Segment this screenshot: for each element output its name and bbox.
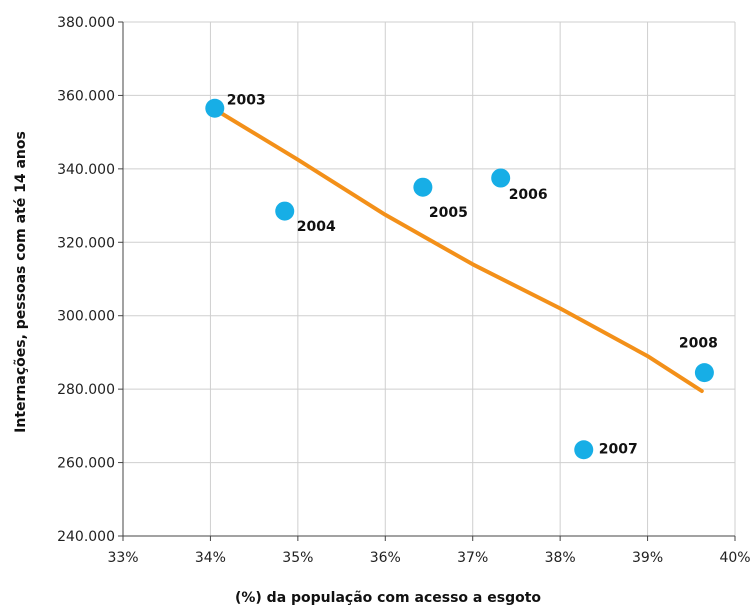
y-tick-label: 260.000 (57, 456, 115, 472)
axes (118, 21, 736, 541)
x-tick-label: 35% (282, 550, 313, 566)
x-axis-title: (%) da população com acesso a esgoto (235, 590, 541, 606)
y-tick-label: 360.000 (57, 88, 115, 104)
x-tick-label: 40% (719, 550, 750, 566)
x-tick-label: 36% (370, 550, 401, 566)
x-tick-label: 34% (195, 550, 226, 566)
x-tick-label: 37% (457, 550, 488, 566)
data-point (413, 177, 433, 197)
x-tick-label: 38% (545, 550, 576, 566)
data-point (491, 168, 511, 188)
point-label: 2006 (509, 187, 548, 203)
data-point (574, 440, 594, 460)
data-point (694, 363, 714, 383)
point-label: 2004 (297, 219, 336, 235)
point-label: 2007 (599, 442, 638, 458)
y-tick-label: 320.000 (57, 235, 115, 251)
x-tick-labels: 33% 34% 35% 36% 37% 38% 39% 40% (107, 550, 750, 566)
data-point (275, 201, 295, 221)
data-point (205, 98, 225, 118)
y-tick-label: 240.000 (57, 529, 115, 545)
data-points (205, 98, 714, 460)
trend-line (217, 110, 704, 393)
y-tick-labels: 240.000 260.000 280.000 300.000 320.000 340.0… (57, 15, 115, 545)
y-tick-label: 380.000 (57, 15, 115, 31)
y-axis-title: Internações, pessoas com até 14 anos (13, 131, 29, 433)
point-label: 2008 (679, 336, 718, 352)
y-tick-label: 340.000 (57, 162, 115, 178)
trend-line-group (217, 110, 704, 393)
point-labels: 2003 2004 2005 2006 2007 2008 (227, 92, 718, 457)
y-tick-label: 280.000 (57, 382, 115, 398)
grid-lines (122, 21, 736, 537)
y-tick-label: 300.000 (57, 309, 115, 325)
point-label: 2003 (227, 92, 266, 108)
point-label: 2005 (429, 205, 468, 221)
x-tick-label: 33% (107, 550, 138, 566)
x-tick-label: 39% (632, 550, 663, 566)
